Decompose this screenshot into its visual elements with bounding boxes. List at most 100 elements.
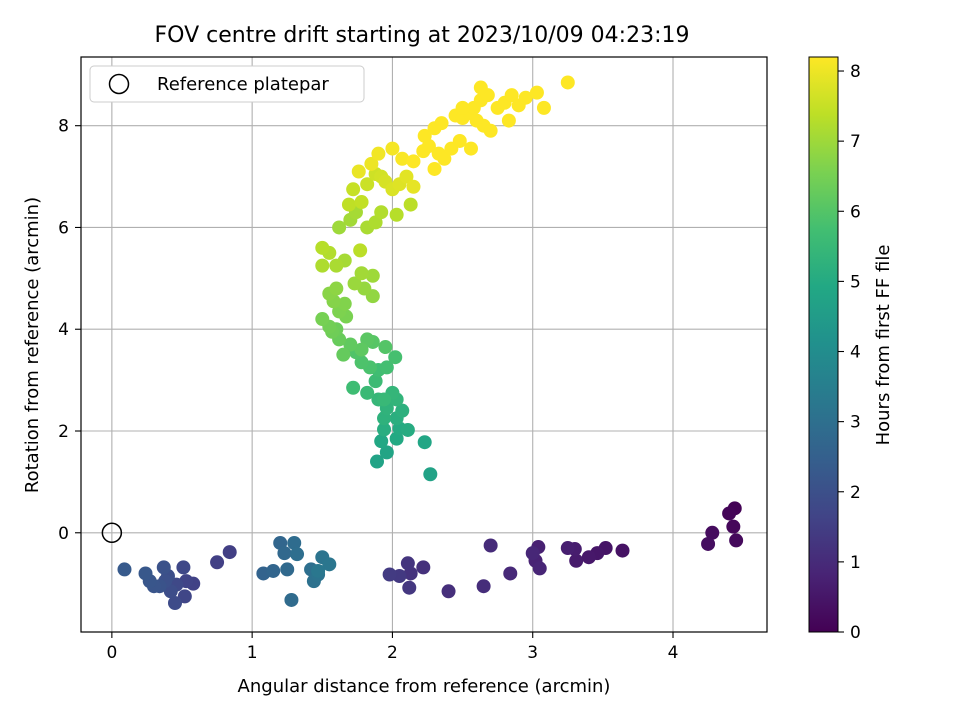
- data-point: [406, 179, 421, 194]
- data-point: [705, 525, 720, 540]
- data-point: [222, 545, 237, 560]
- colorbar-tick-label: 2: [850, 483, 861, 503]
- data-point: [437, 151, 452, 166]
- colorbar-tick-label: 4: [850, 343, 861, 363]
- data-point: [385, 141, 400, 156]
- data-point: [365, 268, 380, 283]
- data-point: [329, 281, 344, 296]
- data-point: [389, 207, 404, 222]
- data-point: [315, 240, 330, 255]
- data-point: [336, 347, 351, 362]
- legend: Reference platepar: [89, 65, 365, 103]
- data-point: [354, 355, 369, 370]
- data-point: [452, 133, 467, 148]
- data-point: [377, 392, 392, 407]
- y-tick-label: 8: [58, 117, 69, 137]
- data-point: [701, 536, 716, 551]
- x-axis-label: Angular distance from reference (arcmin): [238, 676, 611, 697]
- data-point: [210, 555, 225, 570]
- legend-entry-label: Reference platepar: [157, 74, 329, 95]
- data-point: [341, 197, 356, 212]
- data-point: [560, 541, 575, 556]
- data-point: [476, 579, 491, 594]
- reference-point-marker: [101, 522, 123, 544]
- data-point: [351, 164, 366, 179]
- data-point: [360, 177, 375, 192]
- data-point: [402, 580, 417, 595]
- y-tick-label: 2: [58, 422, 69, 442]
- data-point: [427, 161, 442, 176]
- data-point: [379, 445, 394, 460]
- colorbar-tick-label: 5: [850, 272, 861, 292]
- colorbar-label: Hours from first FF file: [873, 245, 894, 446]
- data-point: [347, 276, 362, 291]
- data-point: [163, 584, 178, 599]
- data-point: [532, 561, 547, 576]
- data-point: [560, 75, 575, 90]
- data-point: [504, 88, 519, 103]
- data-point: [463, 141, 478, 156]
- data-point: [138, 566, 153, 581]
- data-point: [378, 340, 393, 355]
- data-point: [374, 205, 389, 220]
- data-point: [368, 374, 383, 389]
- reference-marker: [101, 522, 123, 544]
- y-tick-label: 4: [58, 320, 69, 340]
- data-point: [729, 533, 744, 548]
- data-point: [455, 100, 470, 115]
- data-point: [403, 197, 418, 212]
- data-point: [354, 195, 369, 210]
- data-point: [360, 332, 375, 347]
- data-point: [417, 128, 432, 143]
- x-tick-label: 4: [668, 643, 679, 663]
- chart-title: FOV centre drift starting at 2023/10/09 …: [155, 23, 690, 48]
- plot-frame: [80, 56, 768, 633]
- data-point: [536, 100, 551, 115]
- data-point: [354, 266, 369, 281]
- colorbar-tick-label: 1: [850, 553, 861, 573]
- data-point: [315, 312, 330, 327]
- data-point: [315, 258, 330, 273]
- data-point: [167, 595, 182, 610]
- data-point: [483, 538, 498, 553]
- data-point: [569, 553, 584, 568]
- data-point: [395, 403, 410, 418]
- data-point: [434, 116, 449, 131]
- data-point: [177, 589, 192, 604]
- y-tick-label: 0: [58, 524, 69, 544]
- data-point: [581, 550, 596, 565]
- data-point: [417, 435, 432, 450]
- data-point: [332, 220, 347, 235]
- data-point: [277, 546, 292, 561]
- legend-box: [89, 65, 365, 103]
- data-point: [382, 567, 397, 582]
- colorbar-tick-label: 6: [850, 202, 861, 222]
- data-point: [117, 562, 132, 577]
- data-point: [329, 258, 344, 273]
- colorbar-tick-label: 0: [850, 623, 861, 643]
- data-point: [346, 182, 361, 197]
- data-point: [529, 85, 544, 100]
- x-tick-label: 3: [527, 643, 538, 663]
- data-point: [399, 169, 414, 184]
- data-point: [722, 506, 737, 521]
- colorbar-tick-label: 7: [850, 132, 861, 152]
- colorbar-tick-label: 3: [850, 413, 861, 433]
- legend-marker-icon: [108, 73, 130, 95]
- data-point: [395, 151, 410, 166]
- data-points: [117, 75, 744, 610]
- data-point: [156, 560, 171, 575]
- data-point: [406, 154, 421, 169]
- data-point: [473, 80, 488, 95]
- data-point: [379, 360, 394, 375]
- data-point: [346, 380, 361, 395]
- data-point: [371, 146, 386, 161]
- data-point: [503, 566, 518, 581]
- y-tick-label: 6: [58, 218, 69, 238]
- data-point: [343, 337, 358, 352]
- data-point: [400, 422, 415, 437]
- x-tick-label: 2: [387, 643, 398, 663]
- data-point: [290, 547, 305, 562]
- y-axis-ticks: 0 2 4 6 8: [58, 117, 81, 544]
